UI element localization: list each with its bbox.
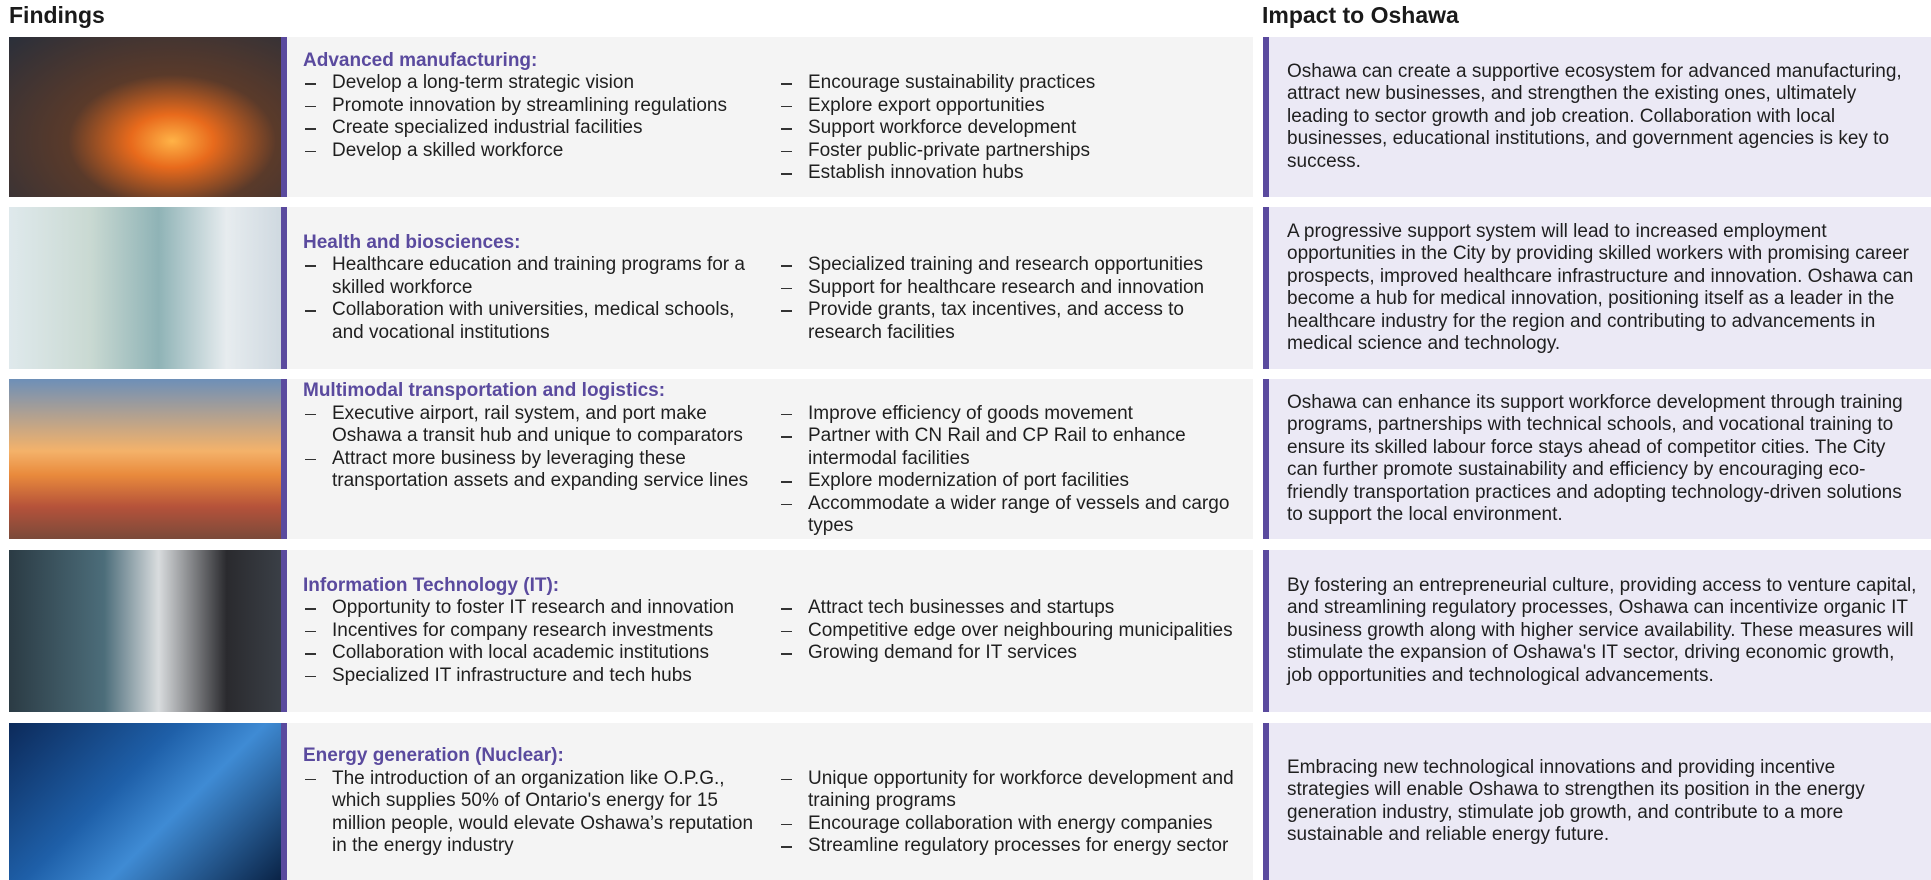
photo (9, 207, 281, 369)
spacer (1253, 550, 1263, 712)
accent-bar (1263, 550, 1269, 712)
spacer (1253, 723, 1263, 880)
finding-row: Multimodal transportation and logistics:… (9, 379, 1931, 539)
accent-bar (1263, 207, 1269, 369)
sector-title: Advanced manufacturing: (303, 49, 538, 71)
bullet-item: Develop a long-term strategic vision (303, 72, 779, 95)
bullet-item: Provide grants, tax incentives, and acce… (779, 299, 1249, 344)
finding-row: Health and biosciences: Healthcare educat… (9, 207, 1931, 369)
bullet-item: Partner with CN Rail and CP Rail to enha… (779, 425, 1249, 470)
bullet-item: Explore modernization of port facilities (779, 470, 1249, 493)
bullet-item: Support workforce development (779, 117, 1249, 140)
bullet-columns: The introduction of an organization like… (303, 768, 1253, 858)
spacer (1253, 37, 1263, 197)
bullet-item: Executive airport, rail system, and port… (303, 403, 779, 448)
bullet-columns: Healthcare education and training progra… (303, 254, 1253, 344)
accent-bar (281, 207, 287, 369)
impact-panel: By fostering an entrepreneurial culture,… (1269, 550, 1931, 712)
bullet-list: Executive airport, rail system, and port… (303, 403, 779, 538)
finding-row: Advanced manufacturing: Develop a long-te… (9, 37, 1931, 197)
sector-title: Energy generation (Nuclear): (303, 745, 564, 767)
accent-bar (281, 723, 287, 880)
bullet-item: The introduction of an organization like… (303, 768, 779, 858)
bullet-list: Attract tech businesses and startups Comp… (779, 597, 1249, 687)
bullet-list: Healthcare education and training progra… (303, 254, 779, 344)
spacer (1253, 207, 1263, 369)
impact-text: By fostering an entrepreneurial culture,… (1287, 574, 1917, 686)
sector-title: Health and biosciences: (303, 231, 521, 253)
finding-row: Information Technology (IT): Opportunity … (9, 550, 1931, 712)
bullet-item: Collaboration with universities, medical… (303, 299, 779, 344)
findings-panel: Health and biosciences: Healthcare educat… (287, 207, 1253, 369)
bullet-item: Attract more business by leveraging thes… (303, 448, 779, 493)
impact-panel: A progressive support system will lead t… (1269, 207, 1931, 369)
bullet-list: Opportunity to foster IT research and in… (303, 597, 779, 687)
bullet-columns: Opportunity to foster IT research and in… (303, 597, 1253, 687)
section-header: Findings (9, 2, 105, 28)
impact-text: Oshawa can create a supportive ecosystem… (1287, 60, 1902, 172)
bullet-item: Competitive edge over neighbouring munic… (779, 620, 1249, 643)
bullet-list: Improve efficiency of goods movement Part… (779, 403, 1249, 538)
bullet-item: Explore export opportunities (779, 95, 1249, 118)
bullet-list: Develop a long-term strategic vision Prom… (303, 72, 779, 185)
bullet-item: Specialized IT infrastructure and tech h… (303, 665, 779, 688)
findings-panel: Energy generation (Nuclear): The introduc… (287, 723, 1253, 880)
bullet-item: Specialized training and research opport… (779, 254, 1249, 277)
photo (9, 37, 281, 197)
findings-panel: Advanced manufacturing: Develop a long-te… (287, 37, 1253, 197)
bullet-item: Attract tech businesses and startups (779, 597, 1249, 620)
bullet-item: Foster public-private partnerships (779, 140, 1249, 163)
bullet-item: Promote innovation by streamlining regul… (303, 95, 779, 118)
impact-panel: Oshawa can create a supportive ecosystem… (1269, 37, 1931, 197)
accent-bar (281, 37, 287, 197)
sector-title: Information Technology (IT): (303, 574, 560, 596)
bullet-item: Growing demand for IT services (779, 642, 1249, 665)
bullet-item: Create specialized industrial facilities (303, 117, 779, 140)
bullet-item: Accommodate a wider range of vessels and… (779, 493, 1249, 538)
bullet-list: Specialized training and research opport… (779, 254, 1249, 344)
bullet-item: Encourage collaboration with energy comp… (779, 813, 1249, 836)
bullet-item: Opportunity to foster IT research and in… (303, 597, 779, 620)
bullet-item: Healthcare education and training progra… (303, 254, 779, 299)
findings-panel: Information Technology (IT): Opportunity … (287, 550, 1253, 712)
bullet-item: Incentives for company research investme… (303, 620, 779, 643)
bullet-item: Develop a skilled workforce (303, 140, 779, 163)
bullet-list: Encourage sustainability practices Explor… (779, 72, 1249, 185)
photo (9, 723, 281, 880)
photo (9, 379, 281, 539)
findings-panel: Multimodal transportation and logistics:… (287, 379, 1253, 539)
bullet-columns: Develop a long-term strategic vision Prom… (303, 72, 1253, 185)
accent-bar (281, 379, 287, 539)
accent-bar (1263, 37, 1269, 197)
accent-bar (1263, 379, 1269, 539)
accent-bar (281, 550, 287, 712)
impact-panel: Embracing new technological innovations … (1269, 723, 1931, 880)
bullet-item: Support for healthcare research and inno… (779, 277, 1249, 300)
impact-text: Oshawa can enhance its support workforce… (1287, 391, 1903, 526)
bullet-item: Collaboration with local academic instit… (303, 642, 779, 665)
impact-text: Embracing new technological innovations … (1287, 756, 1865, 846)
bullet-item: Establish innovation hubs (779, 162, 1249, 185)
bullet-item: Encourage sustainability practices (779, 72, 1249, 95)
section-header: Impact to Oshawa (1262, 2, 1459, 28)
photo (9, 550, 281, 712)
bullet-columns: Executive airport, rail system, and port… (303, 403, 1253, 538)
bullet-item: Unique opportunity for workforce develop… (779, 768, 1249, 813)
sector-title: Multimodal transportation and logistics: (303, 380, 666, 402)
bullet-item: Streamline regulatory processes for ener… (779, 835, 1249, 858)
bullet-list: The introduction of an organization like… (303, 768, 779, 858)
accent-bar (1263, 723, 1269, 880)
impact-text: A progressive support system will lead t… (1287, 220, 1914, 355)
bullet-list: Unique opportunity for workforce develop… (779, 768, 1249, 858)
bullet-item: Improve efficiency of goods movement (779, 403, 1249, 426)
spacer (1253, 379, 1263, 539)
finding-row: Energy generation (Nuclear): The introduc… (9, 723, 1931, 880)
impact-panel: Oshawa can enhance its support workforce… (1269, 379, 1931, 539)
